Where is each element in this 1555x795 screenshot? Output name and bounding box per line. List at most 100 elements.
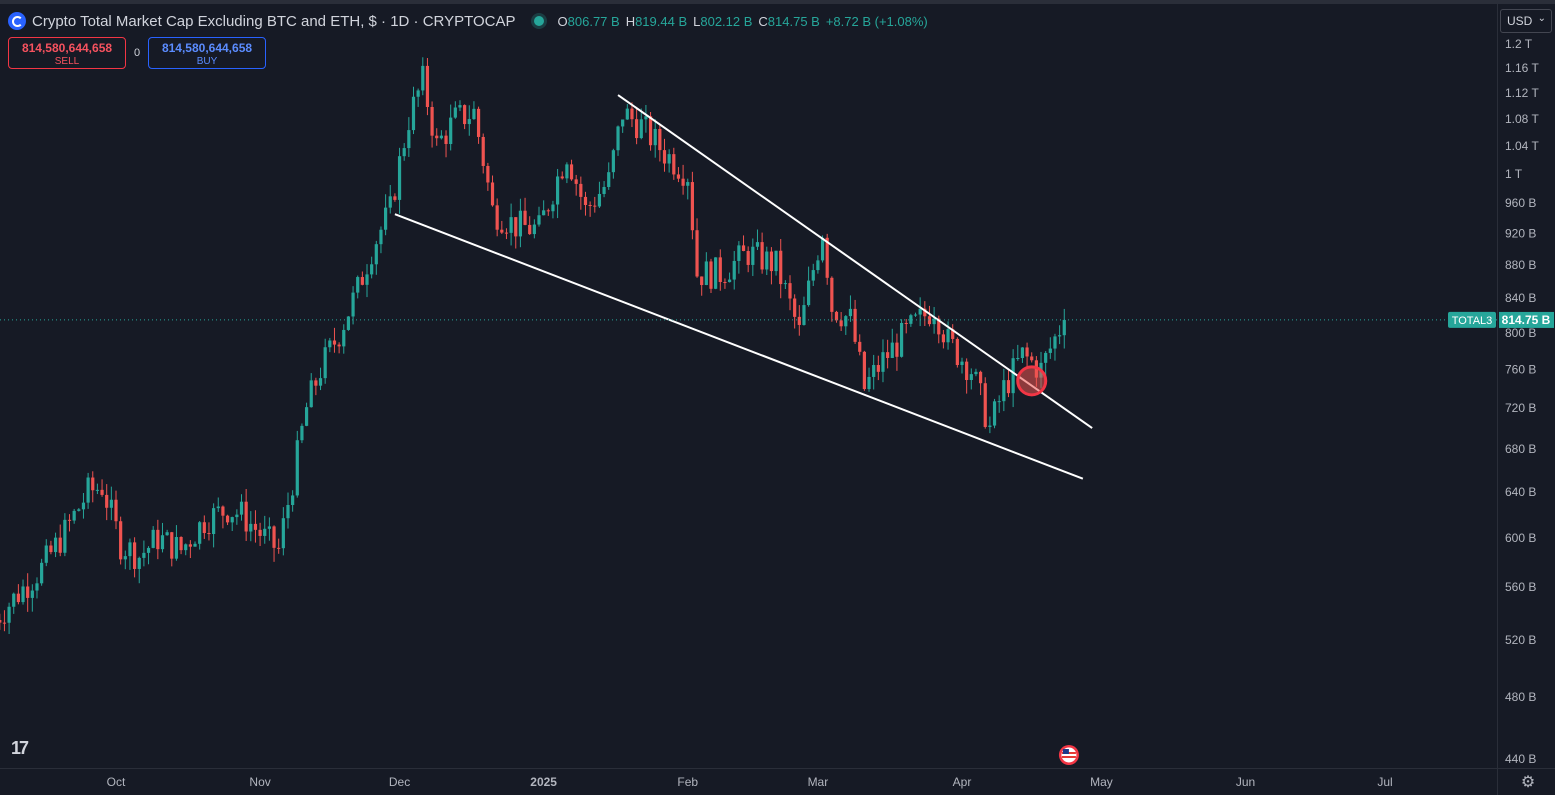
- flag-canton: [1062, 749, 1069, 754]
- cryptocap-logo-icon: [8, 12, 26, 30]
- time-tick-label: 2025: [530, 775, 557, 789]
- candle: [779, 239, 783, 299]
- candle-body: [198, 522, 202, 544]
- candle: [170, 531, 174, 567]
- candle: [895, 333, 899, 371]
- tradingview-logo-icon[interactable]: 17: [11, 738, 29, 758]
- sell-button[interactable]: 814,580,644,658 SELL: [8, 37, 126, 69]
- low-value: 802.12 B: [700, 13, 753, 29]
- candle: [119, 516, 123, 565]
- time-tick-label: Jul: [1377, 775, 1392, 789]
- candle-body: [1062, 319, 1066, 336]
- time-tick-label: Oct: [107, 775, 126, 789]
- candle: [727, 272, 732, 283]
- candle: [286, 492, 290, 529]
- candle-body: [569, 164, 574, 180]
- candle-body: [746, 251, 750, 265]
- candle-body: [351, 292, 355, 317]
- candle: [12, 592, 16, 614]
- candle: [732, 250, 736, 290]
- candle: [397, 147, 402, 214]
- us-flag-icon: [1058, 745, 1079, 765]
- candle: [718, 249, 722, 291]
- candle-body: [955, 338, 959, 365]
- candle: [221, 505, 225, 529]
- candle-body: [388, 196, 392, 208]
- candle-body: [630, 108, 634, 120]
- candle: [844, 314, 848, 335]
- candle: [346, 316, 351, 331]
- candle: [1058, 325, 1062, 345]
- candle-body: [923, 308, 927, 317]
- candle: [662, 138, 667, 172]
- candle-body: [318, 378, 323, 386]
- price-tick-label: 720 B: [1505, 401, 1536, 415]
- candle: [602, 181, 606, 198]
- candle: [881, 339, 885, 383]
- candle: [328, 337, 332, 353]
- high-label: H: [625, 13, 636, 29]
- last-price-label: 814.75 B: [1502, 313, 1551, 327]
- buy-button[interactable]: 814,580,644,658 BUY: [148, 37, 266, 69]
- symbol-title[interactable]: Crypto Total Market Cap Excluding BTC an…: [32, 12, 516, 30]
- candle: [444, 130, 448, 158]
- candle-body: [384, 207, 388, 230]
- candle: [797, 305, 801, 336]
- candle: [983, 377, 987, 429]
- candle-body: [402, 148, 406, 157]
- candle-body: [737, 245, 741, 261]
- candle-body: [53, 537, 58, 553]
- price-axis[interactable]: 1.2 T 1.16 T 1.12 T 1.08 T 1.04 T 1 T 960 B 920…: [1505, 37, 1539, 766]
- candle: [402, 143, 406, 161]
- candle: [1016, 344, 1020, 361]
- candle-body: [969, 374, 973, 381]
- candle: [430, 101, 434, 148]
- candle: [291, 490, 295, 512]
- trendlines[interactable]: [394, 94, 1093, 480]
- candle: [807, 266, 811, 307]
- candle-body: [532, 224, 536, 235]
- currency-select[interactable]: USD ⌄: [1500, 9, 1552, 33]
- candle-body: [797, 316, 801, 325]
- candle: [77, 508, 81, 512]
- candle: [72, 508, 76, 524]
- candle-body: [360, 277, 364, 285]
- candle: [1025, 342, 1029, 369]
- candle-body: [625, 108, 629, 120]
- candle-body: [156, 529, 160, 550]
- candle-body: [95, 489, 100, 491]
- price-tick-label: 1 T: [1505, 167, 1523, 181]
- candle-body: [867, 376, 871, 390]
- candle-body: [481, 136, 485, 166]
- candle: [463, 104, 467, 130]
- candle: [830, 276, 834, 322]
- candle-body: [927, 316, 932, 325]
- candle-body: [370, 264, 374, 275]
- candle-body: [616, 126, 620, 151]
- candle: [593, 196, 597, 213]
- candle: [751, 238, 755, 277]
- candle: [216, 497, 220, 512]
- candle-body: [890, 342, 894, 358]
- candle-body: [425, 65, 430, 107]
- candle: [746, 246, 750, 273]
- candle-body: [44, 545, 48, 563]
- candle: [546, 208, 550, 216]
- candle-body: [607, 172, 611, 187]
- candle-body: [611, 150, 615, 173]
- candle-body: [695, 230, 699, 277]
- candle-body: [551, 204, 555, 212]
- market-status-icon[interactable]: [533, 16, 544, 26]
- candle: [309, 373, 313, 408]
- candle: [323, 338, 327, 384]
- candle: [909, 313, 913, 327]
- candle-body: [216, 506, 220, 509]
- gear-icon[interactable]: ⚙: [1520, 774, 1536, 791]
- candle-body: [91, 477, 95, 491]
- price-tick-label: 600 B: [1505, 531, 1536, 545]
- candle: [793, 294, 797, 329]
- candle: [449, 104, 453, 151]
- time-axis[interactable]: Oct Nov Dec 2025 Feb Mar Apr May Jun Jul: [107, 775, 1393, 789]
- candle: [737, 241, 741, 274]
